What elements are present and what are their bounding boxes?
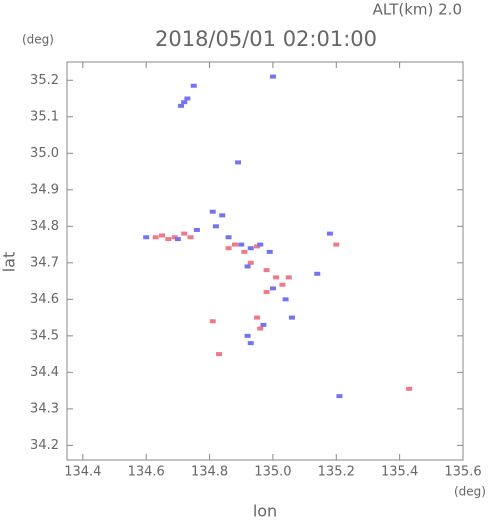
y-tick-label: 34.4 <box>30 365 59 380</box>
echo-point <box>209 209 216 214</box>
y-tick-label: 34.2 <box>30 438 59 453</box>
x-tick-label: 135.0 <box>254 465 291 480</box>
y-tick-label: 35.2 <box>30 73 59 88</box>
x-tick-label: 134.8 <box>191 465 228 480</box>
echo-point <box>143 235 150 240</box>
echo-point <box>219 213 226 218</box>
echo-point <box>193 227 200 232</box>
echo-point <box>285 275 292 280</box>
y-tick-label: 34.6 <box>30 292 59 307</box>
y-tick-label: 34.8 <box>30 219 59 234</box>
echo-point <box>225 246 232 251</box>
echo-point <box>212 224 219 229</box>
echo-point <box>288 315 295 320</box>
y-unit: (deg) <box>22 33 54 47</box>
echo-point <box>187 235 194 240</box>
echo-point <box>225 235 232 240</box>
echo-point <box>178 103 185 108</box>
y-tick-label: 34.3 <box>30 401 59 416</box>
echo-point <box>333 242 340 247</box>
echo-point <box>254 244 261 249</box>
x-axis-label: lon <box>253 502 277 521</box>
echo-point <box>254 315 261 320</box>
echo-point <box>266 249 273 254</box>
y-tick-label: 34.7 <box>30 255 59 270</box>
echo-point <box>235 160 242 165</box>
echo-point <box>406 386 413 391</box>
echo-point <box>152 235 159 240</box>
echo-point <box>165 237 172 242</box>
y-tick-label: 35.1 <box>30 109 59 124</box>
echo-point <box>190 83 197 88</box>
y-axis-label: lat <box>0 252 19 273</box>
echo-point <box>269 74 276 79</box>
echo-point <box>209 319 216 324</box>
echo-point <box>181 231 188 236</box>
echo-point <box>257 326 264 331</box>
echo-point <box>247 341 254 346</box>
y-tick-label: 34.9 <box>30 182 59 197</box>
y-tick-label: 35.0 <box>30 146 59 161</box>
echo-point <box>231 242 238 247</box>
echo-point <box>314 271 321 276</box>
echo-point <box>159 233 166 238</box>
echo-point <box>282 297 289 302</box>
x-unit: (deg) <box>454 485 486 499</box>
echo-point <box>244 333 251 338</box>
echo-point <box>174 237 181 242</box>
echo-point <box>171 235 178 240</box>
echo-point <box>238 242 245 247</box>
echo-point <box>181 100 188 105</box>
x-tick-label: 134.6 <box>128 465 165 480</box>
echo-point <box>326 231 333 236</box>
echo-point <box>273 275 280 280</box>
x-tick-label: 135.6 <box>444 465 481 480</box>
echo-point <box>247 246 254 251</box>
echo-point <box>263 268 270 273</box>
plot-frame <box>66 61 464 461</box>
chart-subtitle: ALT(km) 2.0 <box>373 1 462 19</box>
echo-point <box>244 264 251 269</box>
echo-point <box>247 260 254 265</box>
echo-point <box>336 394 343 399</box>
x-tick-label: 135.2 <box>318 465 355 480</box>
echo-point <box>257 242 264 247</box>
echo-point <box>279 282 286 287</box>
echo-point <box>263 290 270 295</box>
x-tick-label: 134.4 <box>64 465 101 480</box>
chart-title: 2018/05/01 02:01:00 <box>155 27 377 51</box>
echo-point <box>260 322 267 327</box>
y-tick-label: 34.5 <box>30 328 59 343</box>
echo-point <box>184 96 191 101</box>
echo-point <box>269 286 276 291</box>
echo-point <box>241 249 248 254</box>
echo-point <box>216 352 223 357</box>
x-tick-label: 135.4 <box>381 465 418 480</box>
